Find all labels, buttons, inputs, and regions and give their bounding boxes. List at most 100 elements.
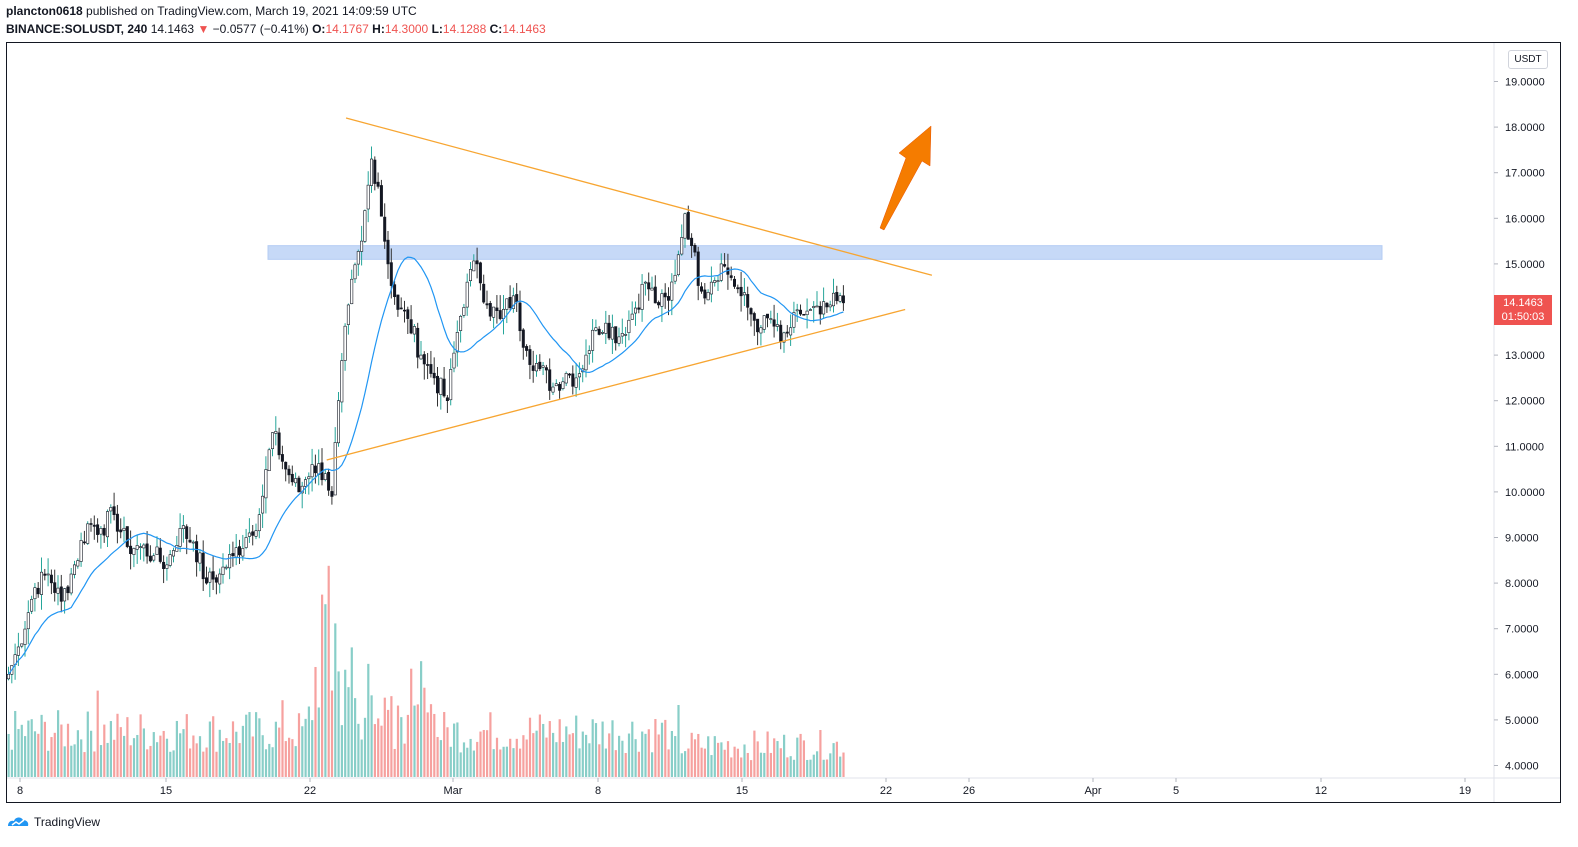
time-tick-label: 5 bbox=[1173, 785, 1179, 797]
candle-body bbox=[419, 354, 423, 360]
volume-bar bbox=[588, 743, 591, 777]
volume-bar bbox=[720, 742, 723, 777]
author-name[interactable]: plancton0618 bbox=[6, 4, 83, 18]
candle-body bbox=[244, 537, 248, 548]
volume-bar bbox=[373, 724, 376, 777]
candle-body bbox=[742, 292, 746, 296]
candle-body bbox=[548, 369, 552, 391]
volume-bar bbox=[631, 721, 634, 777]
candle-body bbox=[99, 528, 103, 535]
volume-bar bbox=[674, 736, 677, 777]
volume-bar bbox=[525, 739, 528, 777]
volume-bar bbox=[63, 746, 66, 777]
candle-body bbox=[574, 377, 578, 388]
volume-bar bbox=[568, 734, 571, 777]
candle-body bbox=[303, 479, 307, 487]
time-axis[interactable]: 8 15 22 Mar 8 15 22 26 Apr 5 12 19 bbox=[17, 778, 1471, 797]
volume-bar bbox=[769, 752, 772, 777]
volume-bar bbox=[132, 738, 136, 777]
candle-body bbox=[267, 449, 271, 472]
volume-bar bbox=[40, 714, 43, 777]
volume-bar bbox=[462, 742, 466, 777]
chart-frame[interactable] bbox=[6, 42, 1561, 803]
volume-bar bbox=[601, 721, 604, 777]
volume-bar bbox=[403, 743, 406, 777]
volume-bar bbox=[126, 717, 129, 777]
candle-body bbox=[808, 309, 812, 311]
candle-body bbox=[36, 587, 40, 595]
volume-bar bbox=[429, 704, 433, 777]
candle-body bbox=[534, 363, 538, 372]
volume-bar bbox=[453, 723, 456, 777]
volume-bar bbox=[816, 751, 819, 777]
volume-bar bbox=[819, 730, 822, 777]
candle-body bbox=[666, 296, 670, 301]
candle-body bbox=[498, 310, 502, 319]
resistance-zone[interactable] bbox=[267, 245, 1383, 260]
candle-body bbox=[680, 237, 684, 255]
volume-bar bbox=[406, 714, 409, 777]
trendlines[interactable] bbox=[326, 117, 933, 461]
volume-bar bbox=[789, 756, 792, 777]
candle-body bbox=[96, 524, 100, 535]
price-tick-label: 5.0000 bbox=[1505, 715, 1539, 727]
candle-body bbox=[772, 319, 776, 327]
time-tick-label: 8 bbox=[17, 785, 23, 797]
volume-bar bbox=[228, 742, 231, 777]
volume-bar bbox=[17, 729, 20, 777]
volume-bar bbox=[27, 720, 30, 777]
volume-bar bbox=[528, 717, 532, 777]
volume-bar bbox=[515, 738, 518, 777]
price-axis[interactable]: 19.000018.000017.000016.000015.000014.00… bbox=[1494, 77, 1545, 773]
candle-body bbox=[577, 373, 581, 378]
candle-body bbox=[191, 541, 195, 544]
candle-body bbox=[92, 524, 96, 527]
candle-body bbox=[30, 599, 34, 612]
volume-bar bbox=[268, 743, 271, 777]
candle-body bbox=[541, 365, 545, 368]
candle-body bbox=[73, 564, 77, 575]
arrow-up-icon[interactable] bbox=[879, 125, 932, 231]
footer-brand[interactable]: TradingView bbox=[34, 815, 101, 829]
time-tick-label: 15 bbox=[160, 785, 172, 797]
candle-body bbox=[762, 315, 766, 330]
candle-body bbox=[89, 523, 93, 525]
lower-trendline bbox=[326, 308, 906, 461]
volume-bar bbox=[687, 748, 690, 777]
volume-bar bbox=[393, 748, 396, 777]
volume-bar bbox=[212, 716, 215, 777]
volume-bar bbox=[50, 737, 53, 777]
price-tick-label: 7.0000 bbox=[1505, 624, 1539, 636]
volume-bar bbox=[684, 751, 687, 777]
candle-body bbox=[442, 378, 446, 397]
candle-body bbox=[818, 305, 822, 315]
candle-body bbox=[525, 346, 529, 351]
candle-body bbox=[528, 349, 532, 365]
volume-bar bbox=[763, 752, 766, 777]
volume-bar bbox=[162, 730, 165, 777]
volume-bar bbox=[519, 748, 522, 777]
candle-body bbox=[538, 361, 542, 370]
volume-bar bbox=[796, 737, 799, 777]
volume-bar bbox=[565, 726, 568, 777]
currency-label[interactable]: USDT bbox=[1508, 50, 1548, 69]
candle-body bbox=[211, 571, 215, 580]
volume-bar bbox=[700, 747, 703, 777]
candle-body bbox=[624, 334, 628, 336]
volume-bar bbox=[387, 709, 390, 777]
volume-bar bbox=[710, 755, 713, 777]
candle-body bbox=[330, 491, 334, 497]
symbol-label[interactable]: BINANCE:SOLUSDT, 240 bbox=[6, 22, 148, 36]
volume-bar bbox=[281, 700, 284, 777]
volume-bar bbox=[238, 743, 241, 777]
volume-bar bbox=[175, 720, 178, 777]
candle-body bbox=[399, 307, 403, 310]
volume-bar bbox=[670, 730, 673, 777]
candle-body bbox=[366, 184, 370, 210]
volume-bar bbox=[433, 713, 436, 777]
volume-bar bbox=[426, 712, 429, 777]
volume-bar bbox=[208, 721, 211, 777]
volume-bar bbox=[637, 751, 640, 777]
candle-body bbox=[363, 210, 367, 242]
